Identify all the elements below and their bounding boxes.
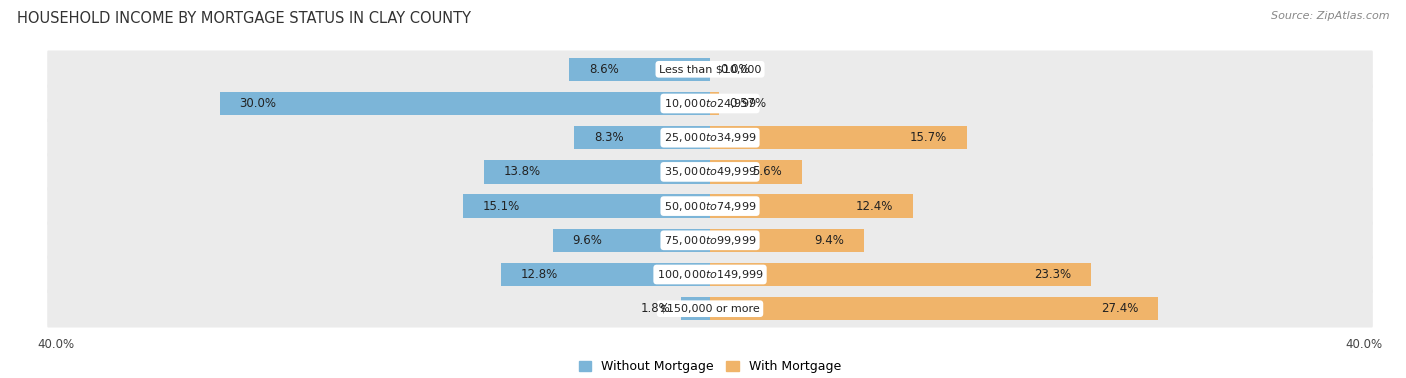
Bar xyxy=(710,194,912,218)
Legend: Without Mortgage, With Mortgage: Without Mortgage, With Mortgage xyxy=(574,355,846,378)
Text: $10,000 to $24,999: $10,000 to $24,999 xyxy=(664,97,756,110)
Bar xyxy=(219,92,710,115)
FancyBboxPatch shape xyxy=(48,51,1372,88)
Bar xyxy=(681,297,710,320)
Bar xyxy=(710,92,720,115)
FancyBboxPatch shape xyxy=(48,222,1372,259)
Text: 5.6%: 5.6% xyxy=(752,166,782,178)
FancyBboxPatch shape xyxy=(48,290,1372,327)
Text: $50,000 to $74,999: $50,000 to $74,999 xyxy=(664,200,756,212)
Text: $25,000 to $34,999: $25,000 to $34,999 xyxy=(664,131,756,144)
Text: $75,000 to $99,999: $75,000 to $99,999 xyxy=(664,234,756,247)
Text: 12.8%: 12.8% xyxy=(520,268,558,281)
Text: 23.3%: 23.3% xyxy=(1035,268,1071,281)
Text: 9.4%: 9.4% xyxy=(814,234,844,247)
Text: 13.8%: 13.8% xyxy=(505,166,541,178)
FancyBboxPatch shape xyxy=(48,153,1372,191)
Bar xyxy=(710,160,801,184)
Text: 1.8%: 1.8% xyxy=(641,302,671,315)
Bar xyxy=(710,229,863,252)
Text: 0.57%: 0.57% xyxy=(730,97,766,110)
Bar xyxy=(569,58,710,81)
Text: HOUSEHOLD INCOME BY MORTGAGE STATUS IN CLAY COUNTY: HOUSEHOLD INCOME BY MORTGAGE STATUS IN C… xyxy=(17,11,471,26)
Bar xyxy=(710,126,967,149)
FancyBboxPatch shape xyxy=(48,187,1372,225)
Text: 8.3%: 8.3% xyxy=(593,131,624,144)
Text: $35,000 to $49,999: $35,000 to $49,999 xyxy=(664,166,756,178)
Text: $150,000 or more: $150,000 or more xyxy=(661,304,759,314)
Text: 15.1%: 15.1% xyxy=(482,200,520,212)
Text: 30.0%: 30.0% xyxy=(239,97,277,110)
Text: Less than $10,000: Less than $10,000 xyxy=(659,64,761,74)
Text: 8.6%: 8.6% xyxy=(589,63,619,76)
Text: 27.4%: 27.4% xyxy=(1101,302,1139,315)
Text: $100,000 to $149,999: $100,000 to $149,999 xyxy=(657,268,763,281)
Bar xyxy=(501,263,710,286)
Bar xyxy=(463,194,710,218)
Bar xyxy=(485,160,710,184)
Text: 0.0%: 0.0% xyxy=(720,63,749,76)
FancyBboxPatch shape xyxy=(48,119,1372,156)
FancyBboxPatch shape xyxy=(48,85,1372,122)
Bar xyxy=(553,229,710,252)
Text: 9.6%: 9.6% xyxy=(572,234,603,247)
Text: 15.7%: 15.7% xyxy=(910,131,948,144)
Bar xyxy=(710,297,1159,320)
Bar xyxy=(575,126,710,149)
FancyBboxPatch shape xyxy=(48,256,1372,293)
Bar xyxy=(710,263,1091,286)
Text: 12.4%: 12.4% xyxy=(856,200,893,212)
Text: Source: ZipAtlas.com: Source: ZipAtlas.com xyxy=(1271,11,1389,21)
